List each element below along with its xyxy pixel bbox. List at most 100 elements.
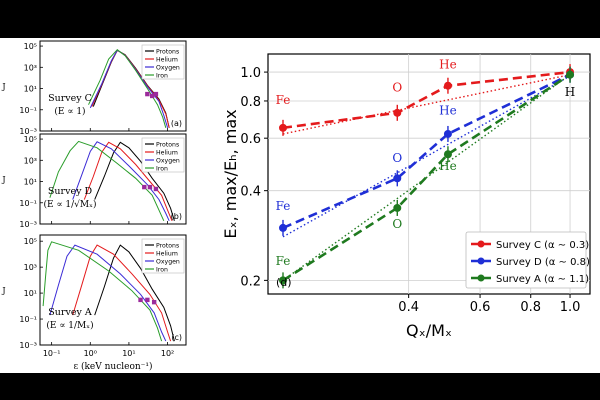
spectrum-panel-b: 10⁵ 10³ 10¹ 10⁻¹ 10⁻³ J ProtonsHeliumOxygenIro… — [1, 133, 187, 229]
data-point — [278, 123, 287, 132]
panel-label: (c) — [171, 333, 182, 342]
y-tick-label: 0.6 — [240, 132, 261, 147]
y-axis-label: J — [1, 82, 5, 91]
y-tick-label: 10³ — [24, 63, 37, 72]
data-point — [443, 150, 452, 159]
y-tick-label: 10⁻³ — [19, 220, 37, 229]
legend-box — [465, 231, 587, 289]
series-line — [282, 73, 571, 230]
x-tick-label: 10⁰ — [84, 349, 97, 358]
legend-entry: Survey A (α ∼ 1.1) — [496, 274, 589, 285]
series-line — [282, 73, 571, 282]
y-tick-label: 10¹ — [24, 178, 37, 187]
panel-label: (b) — [171, 212, 182, 221]
y-axis-label: Eₓ, max/Eₕ, max — [221, 109, 240, 238]
cutoff-marker — [149, 93, 155, 99]
species-label: O — [392, 151, 402, 165]
species-label: He — [439, 104, 457, 118]
species-label: Fe — [276, 199, 291, 213]
series-line-helium — [83, 141, 173, 221]
x-tick-label: 0.4 — [398, 300, 419, 315]
y-tick-label: 10³ — [24, 263, 37, 272]
x-tick-label: 10² — [161, 349, 174, 358]
cutoff-marker — [151, 299, 157, 305]
survey-scaling: (E ∝ 1) — [54, 106, 85, 117]
legend-entry: Iron — [156, 267, 168, 274]
y-axis-label: J — [1, 175, 5, 184]
data-point — [566, 70, 575, 79]
series-line-helium — [72, 244, 172, 342]
fit-line — [282, 74, 571, 135]
legend-entry: Oxygen — [156, 65, 180, 72]
survey-label: Survey C — [48, 93, 92, 104]
data-point — [443, 81, 452, 90]
y-tick-label: 10³ — [24, 156, 37, 165]
legend-entry: Iron — [156, 73, 168, 80]
legend-entry: Survey D (α ∼ 0.8) — [496, 257, 590, 268]
data-point — [278, 276, 287, 285]
legend-entry: Iron — [156, 166, 168, 173]
species-label: He — [439, 159, 457, 173]
series-line-protons — [94, 141, 175, 221]
x-tick-label: 10⁻¹ — [43, 349, 61, 358]
cutoff-marker — [153, 91, 159, 97]
legend-entry: Protons — [156, 142, 179, 149]
fit-line — [282, 74, 571, 281]
legend-marker — [477, 240, 485, 248]
series-line-iron — [49, 140, 165, 222]
y-tick-label: 10¹ — [24, 85, 37, 94]
x-tick-label: 10¹ — [122, 349, 135, 358]
y-tick-label: 0.2 — [240, 274, 261, 289]
legend-entry: Protons — [156, 49, 179, 56]
y-tick-label: 1.0 — [240, 66, 261, 81]
legend-marker — [477, 257, 485, 265]
data-point — [393, 174, 402, 183]
y-axis-label: J — [1, 286, 5, 295]
cutoff-marker — [145, 297, 150, 303]
x-axis-label: ε (keV nucleon⁻¹) — [73, 361, 152, 372]
y-tick-label: 10⁵ — [24, 237, 37, 246]
legend-entry: Helium — [156, 251, 178, 258]
spectrum-panel-c: 10⁵ 10³ 10¹ 10⁻¹ 10⁻³ 10⁻¹ 10⁰ 10¹ 10² J ProtonsHe… — [1, 234, 187, 372]
y-tick-label: 0.4 — [240, 185, 261, 200]
legend-entry: Oxygen — [156, 259, 180, 266]
ratio-panel-d: 0.4 0.6 0.8 1.0 0.2 0.4 0.6 0.8 1.0 Fe O He Fe O He Fe O… — [221, 53, 591, 340]
y-tick-label: 10⁵ — [24, 42, 37, 51]
series-line-oxygen — [72, 141, 170, 222]
survey-label: Survey A — [48, 307, 92, 318]
legend-entry: Protons — [156, 243, 179, 250]
legend-entry: Helium — [156, 150, 178, 157]
species-label: Fe — [276, 254, 291, 268]
survey-label: Survey D — [48, 186, 93, 197]
y-tick-label: 10⁻¹ — [19, 199, 37, 208]
fit-line — [282, 75, 571, 238]
series-line-oxygen — [49, 244, 167, 342]
species-label: O — [392, 81, 402, 95]
species-label: Fe — [276, 93, 291, 107]
panel-label: (a) — [171, 119, 182, 128]
data-point — [393, 108, 402, 117]
survey-scaling: (E ∝ 1/√Mₓ) — [44, 199, 97, 210]
x-axis-label: Qₓ/Mₓ — [406, 321, 452, 340]
legend-marker — [477, 274, 485, 282]
panel-label: (d) — [276, 276, 292, 289]
series-line-iron — [88, 49, 167, 128]
series-line-protons — [94, 244, 175, 342]
y-tick-label: 10⁻³ — [19, 127, 37, 136]
species-label: He — [439, 57, 457, 71]
y-tick-label: 10¹ — [24, 289, 37, 298]
series-line-iron — [42, 241, 163, 342]
spectrum-panel-a: 10⁵ 10³ 10¹ 10⁻¹ 10⁻³ J ProtonsHeliumOxygenIro… — [1, 40, 187, 136]
legend-entry: Survey C (α ∼ 0.3) — [496, 240, 589, 251]
data-point — [278, 223, 287, 232]
cutoff-marker — [138, 297, 143, 303]
survey-scaling: (E ∝ 1/Mₓ) — [46, 320, 93, 331]
legend-entry: Helium — [156, 57, 178, 64]
data-point — [443, 129, 452, 138]
x-tick-label: 0.8 — [520, 300, 541, 315]
species-label: O — [392, 217, 402, 231]
cutoff-marker — [145, 91, 150, 97]
y-tick-label: 10⁻³ — [19, 341, 37, 350]
species-label: H — [565, 85, 575, 99]
